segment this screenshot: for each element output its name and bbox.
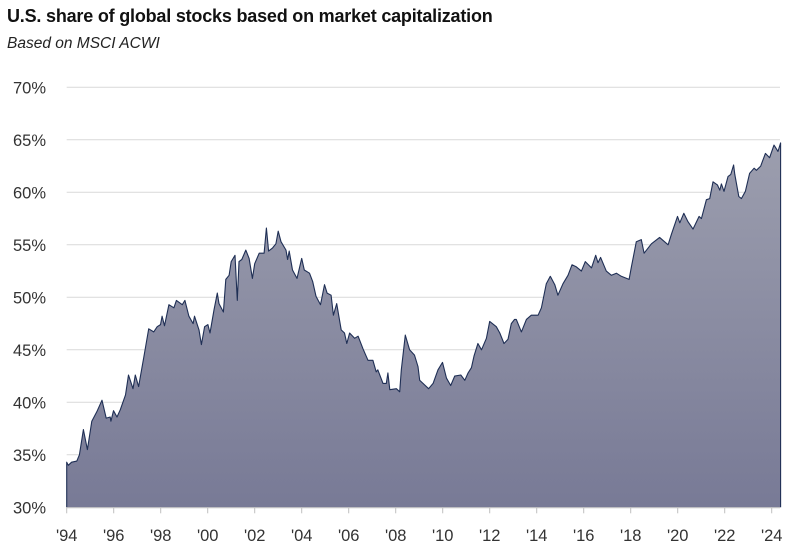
x-tick-label: '12 bbox=[479, 527, 501, 545]
y-tick-label: 60% bbox=[13, 184, 46, 202]
y-tick-label: 70% bbox=[13, 79, 46, 97]
x-tick-label: '16 bbox=[573, 527, 595, 545]
x-tick-label: '24 bbox=[761, 527, 783, 545]
x-tick-label: '18 bbox=[620, 527, 642, 545]
x-tick-label: '22 bbox=[714, 527, 736, 545]
series-line bbox=[66, 142, 782, 508]
y-tick-label: 30% bbox=[13, 499, 46, 517]
chart-subtitle: Based on MSCI ACWI bbox=[7, 35, 160, 52]
x-tick-label: '06 bbox=[338, 527, 360, 545]
x-tick-label: '00 bbox=[197, 527, 219, 545]
x-tick-label: '14 bbox=[526, 527, 548, 545]
x-tick-label: '98 bbox=[150, 527, 172, 545]
x-tick-label: '02 bbox=[244, 527, 266, 545]
chart-title: U.S. share of global stocks based on mar… bbox=[7, 6, 493, 26]
x-tick-label: '08 bbox=[385, 527, 407, 545]
y-tick-label: 35% bbox=[13, 447, 46, 465]
x-tick-label: '94 bbox=[56, 527, 78, 545]
y-tick-label: 40% bbox=[13, 394, 46, 412]
y-tick-label: 50% bbox=[13, 289, 46, 307]
x-tick-label: '96 bbox=[103, 527, 125, 545]
area-fill bbox=[66, 142, 781, 508]
x-tick-label: '04 bbox=[291, 527, 313, 545]
y-tick-label: 55% bbox=[13, 237, 46, 255]
y-tick-label: 65% bbox=[13, 132, 46, 150]
plot-area bbox=[66, 142, 782, 508]
x-tick-label: '20 bbox=[667, 527, 689, 545]
x-tick-label: '10 bbox=[432, 527, 454, 545]
axes: 30% 35% 40% 45% 50% 55% 60% 65% 70% '94 '96 '98 '00 '… bbox=[13, 79, 782, 545]
y-tick-label: 45% bbox=[13, 342, 46, 360]
